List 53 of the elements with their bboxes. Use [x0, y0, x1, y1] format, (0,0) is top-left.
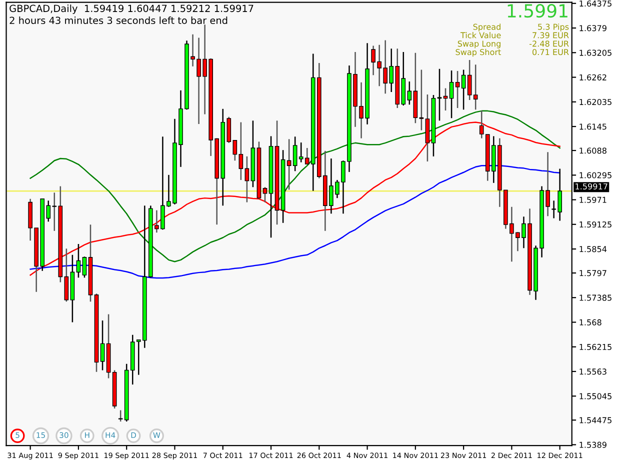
candlestick	[118, 410, 123, 422]
y-tick-label: 1.55045	[580, 393, 612, 400]
annotation: 0.71 EUR	[532, 49, 569, 56]
y-tick-label: 1.5971	[580, 196, 606, 203]
candlestick	[82, 256, 87, 278]
annotation: Swap Long	[458, 40, 500, 48]
annotation: 5.3 Pips	[538, 24, 569, 32]
y-tick-label: 1.568	[580, 319, 602, 326]
candlestick	[467, 59, 472, 101]
y-tick-label: 1.5854	[580, 246, 607, 252]
candlestick	[449, 70, 454, 119]
ref-line-label: 1.59917	[576, 183, 608, 190]
y-tick-label: 1.56215	[580, 344, 612, 350]
y-tick-label: 1.6379	[580, 25, 606, 32]
line-series	[30, 165, 560, 279]
candlestick	[100, 320, 105, 371]
y-tick-label: 1.6262	[580, 74, 606, 80]
candlestick	[419, 69, 424, 131]
annotation: Tick Value	[460, 32, 501, 38]
y-tick-label: 1.59125	[580, 221, 612, 228]
candlestick	[286, 138, 292, 190]
y-tick-label: 1.5563	[580, 368, 606, 375]
annotation: -2.48 EUR	[529, 40, 569, 47]
candlestick	[262, 186, 268, 203]
candlestick	[238, 122, 244, 181]
candlestick	[437, 68, 442, 122]
candlestick	[455, 70, 460, 109]
candlestick	[407, 80, 412, 106]
annotation: 7.39 EUR	[532, 32, 569, 38]
y-tick-label: 1.54475	[580, 417, 612, 424]
candlestick	[461, 69, 466, 110]
y-tick-label: 1.60295	[580, 172, 612, 178]
y-tick-label: 1.5389	[580, 442, 606, 448]
y-tick-label: 1.63205	[580, 50, 612, 56]
text: 2 hours 43 minutes 3 seconds left to bar end	[10, 16, 228, 24]
candlestick	[232, 140, 238, 162]
y-tick-label: 1.62035	[580, 98, 612, 106]
line-series	[30, 110, 560, 262]
y-tick-label: 1.6145	[580, 124, 606, 130]
candlestick	[244, 156, 250, 203]
candlestick	[298, 142, 304, 163]
candlestick	[292, 136, 298, 172]
annotation: 1.5991	[508, 4, 568, 18]
line-series	[30, 122, 560, 276]
y-tick-label: 1.6088	[580, 148, 606, 154]
y-tick-label: 1.57385	[580, 294, 612, 301]
chart-title: GBPCAD,Daily 1.59419 1.60447 1.59212 1.59917	[10, 4, 254, 14]
y-tick-label: 1.64375	[580, 0, 612, 7]
candlestick	[473, 64, 478, 110]
y-tick-label: 1.5797	[580, 270, 606, 276]
annotation: Spread	[473, 24, 500, 32]
annotation: Swap Short	[456, 48, 501, 57]
candlestick	[76, 243, 81, 278]
